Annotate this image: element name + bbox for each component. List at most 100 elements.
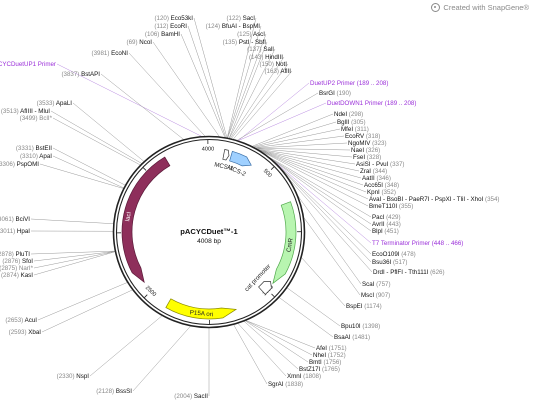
snapgene-badge[interactable]: Created with SnapGene®: [431, 3, 529, 12]
cut-site-label[interactable]: (2128) BssSI: [96, 388, 132, 395]
cut-site-label[interactable]: EcoO109I (478): [372, 251, 416, 258]
cut-site-text: PspOMI: [17, 161, 40, 168]
cut-site-label[interactable]: (2004) SacII: [174, 393, 208, 400]
cut-site-label[interactable]: KpnI (352): [367, 189, 396, 196]
cut-site-label[interactable]: EcoRV (318): [345, 133, 380, 140]
cut-site-label[interactable]: PacI (429): [372, 214, 401, 221]
cut-site-label[interactable]: (2653) AcuI: [5, 317, 37, 324]
cut-site-label[interactable]: (120) Eco53kI: [154, 15, 193, 22]
cut-site-label[interactable]: (2874) KasI: [1, 272, 33, 279]
feature-arrow[interactable]: [258, 281, 272, 295]
cut-site-label[interactable]: NaeI (326): [351, 147, 380, 154]
cut-site-label[interactable]: (2875) NarI*: [0, 265, 34, 272]
cut-site-label[interactable]: (3061) BciVI: [0, 216, 30, 223]
cut-site-label[interactable]: (3011) HpaI: [0, 228, 30, 235]
cut-site-text: EcoNI: [111, 50, 128, 57]
cut-site-label[interactable]: BsaAI (1481): [334, 334, 370, 341]
cut-site-text: EcoRI: [170, 23, 187, 30]
cut-site-label[interactable]: AvaI - BsoBI - PaeR7I - PspXI - TliI - X…: [369, 196, 499, 203]
cut-site-label[interactable]: AfeI (1751): [316, 345, 347, 352]
cut-site-label[interactable]: (137) SalI: [247, 46, 274, 53]
cut-site-text: (143): [249, 54, 265, 61]
cut-site-label[interactable]: Acc65I (348): [364, 182, 399, 189]
cut-site-label[interactable]: (135) PstI - SbfI: [223, 39, 267, 46]
cut-site-text: (429): [386, 214, 400, 221]
leader-line: [100, 73, 184, 140]
cut-site-label[interactable]: (2876) SfoI: [2, 258, 33, 265]
cut-site-label[interactable]: MscI (907): [361, 292, 390, 299]
cut-site-label[interactable]: NdeI (298): [334, 111, 363, 118]
cut-site-label[interactable]: BmtI (1756): [309, 359, 341, 366]
feature-arrow[interactable]: [165, 298, 238, 320]
cut-site-label[interactable]: (3949 .. 3967) ACYCDuetUP1 Primer: [0, 61, 56, 68]
cut-site-label[interactable]: SgrAI (1838): [268, 381, 303, 388]
cut-site-label[interactable]: (2593) XbaI: [9, 329, 42, 336]
cut-site-text: (757): [376, 281, 390, 288]
cut-site-label[interactable]: (122) SacI: [226, 15, 255, 22]
cut-site-label[interactable]: BsrGI (190): [319, 90, 351, 97]
cut-site-label[interactable]: (3499) BclI*: [20, 115, 53, 122]
cut-site-label[interactable]: AsiSI - PvuI (337): [356, 161, 405, 168]
cut-site-label[interactable]: (3513) AfIIII - MluI: [1, 108, 50, 115]
cut-site-label[interactable]: FseI (328): [353, 154, 381, 161]
leader-line: [271, 158, 372, 232]
cut-site-label[interactable]: (106) BamHI: [145, 31, 180, 38]
cut-site-label[interactable]: DuetUP2 Primer (189 .. 208): [310, 80, 388, 87]
cut-site-label[interactable]: AatII (346): [362, 175, 391, 182]
cut-site-label[interactable]: (112) EcoRI: [154, 23, 187, 30]
cut-site-label[interactable]: MfeI (311): [341, 126, 369, 133]
cut-site-label[interactable]: (3981) EcoNI: [92, 50, 129, 57]
cut-site-label[interactable]: (124) BfuAI - BspMI: [206, 23, 261, 30]
cut-site-text: (348): [385, 182, 399, 189]
leader-line: [230, 56, 285, 139]
tick-mark: [142, 167, 147, 171]
cut-site-label[interactable]: (3837) BstAPI: [61, 71, 100, 78]
cut-site-text: Eco53kI: [171, 15, 194, 22]
cut-site-label[interactable]: (3310) ApaI: [20, 153, 52, 160]
cut-site-label[interactable]: T7 Terminator Primer (448 .. 466): [372, 240, 463, 247]
cut-site-label[interactable]: (2330) NspI: [57, 373, 90, 380]
cut-site-text: (337): [390, 161, 404, 168]
leader-line: [72, 102, 145, 162]
cut-site-label[interactable]: BlpI (451): [372, 228, 399, 235]
cut-site-label[interactable]: (143) HindIII: [249, 54, 283, 61]
feature-arrow[interactable]: [229, 150, 252, 167]
cut-site-label[interactable]: AvrII (443): [372, 221, 401, 228]
cut-site-label[interactable]: XmnI (1808): [287, 373, 321, 380]
leader-line: [89, 315, 163, 377]
cut-site-label[interactable]: BspEI (1174): [346, 303, 382, 310]
cut-site-label[interactable]: ScaI (757): [362, 281, 391, 288]
cut-site-text: (355): [399, 203, 413, 210]
leader-line: [254, 135, 345, 148]
cut-site-label[interactable]: (150) NotI: [259, 61, 287, 68]
cut-site-label[interactable]: (2878) PluTI: [0, 251, 30, 258]
feature-arrow[interactable]: [121, 156, 171, 284]
cut-site-label[interactable]: (125) AscI: [237, 31, 265, 38]
cut-site-label[interactable]: (3533) ApaLI: [37, 100, 73, 107]
cut-site-text: (318): [366, 133, 380, 140]
cut-site-label[interactable]: Bsu36I (517): [372, 259, 407, 266]
cut-site-text: SacII: [194, 393, 208, 400]
feature-arrow[interactable]: [272, 201, 297, 285]
cut-site-label[interactable]: (3306) PspOMI: [0, 161, 39, 168]
cut-site-text: (3306): [0, 161, 17, 168]
cut-site-label[interactable]: DuetDOWN1 Primer (189 .. 208): [327, 100, 416, 107]
feature-arrow[interactable]: [222, 149, 230, 161]
cut-site-text: MscI: [361, 292, 376, 299]
cut-site-label[interactable]: BglII (305): [337, 119, 366, 126]
cut-site-text: SgrAI: [268, 381, 285, 388]
cut-site-label[interactable]: Bpu10I (1398): [341, 323, 380, 330]
cut-site-label[interactable]: ZraI (344): [360, 168, 387, 175]
cut-site-label[interactable]: (163) AflII: [265, 68, 292, 75]
cut-site-text: (448 .. 466): [432, 240, 464, 247]
cut-site-label[interactable]: NheI (1752): [313, 352, 346, 359]
cut-site-label[interactable]: (69) NcoI: [127, 39, 153, 46]
cut-site-text: (2874): [1, 272, 21, 279]
leader-line: [128, 52, 206, 137]
cut-site-label[interactable]: BstZ17I (1765): [299, 366, 340, 373]
cut-site-label[interactable]: DrdI - PflFI - Tth111I (626): [373, 269, 445, 276]
cut-site-label[interactable]: NgoMIV (323): [348, 140, 387, 147]
cut-site-label[interactable]: BmeT110I (355): [369, 203, 413, 210]
cut-site-label[interactable]: (3331) BstEII: [16, 145, 52, 152]
leader-line: [52, 155, 124, 189]
